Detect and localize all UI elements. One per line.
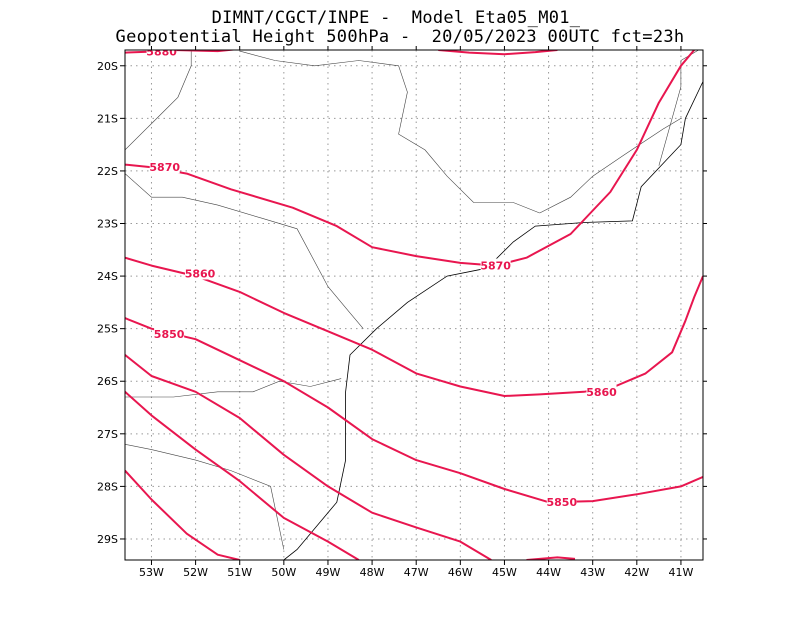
contour-line bbox=[125, 354, 492, 560]
contour-line bbox=[125, 50, 239, 54]
contour-label: 5870 bbox=[480, 260, 511, 273]
contour-label: 5850 bbox=[154, 328, 185, 341]
lat-tick-label: 21S bbox=[97, 112, 118, 125]
lon-tick-label: 47W bbox=[404, 566, 429, 579]
contour-label-bg bbox=[154, 326, 185, 340]
contour-label-bg bbox=[149, 160, 180, 174]
lat-tick-label: 25S bbox=[97, 323, 118, 336]
lon-tick-label: 43W bbox=[580, 566, 605, 579]
lat-tick-label: 28S bbox=[97, 480, 118, 493]
state-border bbox=[125, 50, 192, 151]
contour-label-bg bbox=[480, 258, 511, 272]
lat-tick-label: 24S bbox=[97, 270, 118, 283]
contour-line bbox=[438, 50, 558, 56]
lon-tick-label: 42W bbox=[624, 566, 649, 579]
contour-label: 5870 bbox=[149, 161, 180, 174]
contour-line bbox=[125, 256, 703, 397]
contour-label-bg bbox=[586, 384, 617, 398]
title-line-2: Geopotential Height 500hPa - 20/05/2023 … bbox=[115, 27, 685, 47]
coastline bbox=[283, 81, 703, 560]
contour-label-bg bbox=[146, 50, 177, 58]
lat-tick-label: 20S bbox=[97, 60, 118, 73]
lon-tick-label: 48W bbox=[360, 566, 385, 579]
lon-tick-label: 49W bbox=[316, 566, 341, 579]
contour-line bbox=[125, 391, 360, 560]
coastline-layer bbox=[125, 50, 703, 560]
lon-tick-label: 44W bbox=[536, 566, 561, 579]
contour-label: 5850 bbox=[546, 496, 577, 509]
contour-line bbox=[526, 556, 576, 560]
contour-line bbox=[125, 317, 703, 504]
geopotential-contours: 5880 5870 5870 5860 5860 5850 5850 bbox=[125, 46, 703, 560]
state-border bbox=[239, 50, 540, 214]
contour-label-bg bbox=[185, 266, 216, 280]
contour-line bbox=[125, 50, 695, 267]
lon-tick-label: 52W bbox=[183, 566, 208, 579]
lon-tick-label: 50W bbox=[271, 566, 296, 579]
lat-tick-label: 22S bbox=[97, 165, 118, 178]
contour-label: 5880 bbox=[146, 46, 177, 59]
lon-tick-label: 53W bbox=[139, 566, 164, 579]
state-border bbox=[125, 378, 342, 398]
lon-tick-label: 46W bbox=[448, 566, 473, 579]
state-border bbox=[125, 444, 285, 550]
title-line-1: DIMNT/CGCT/INPE - Model Eta05_M01_ bbox=[211, 8, 581, 28]
lon-tick-label: 51W bbox=[227, 566, 252, 579]
state-border bbox=[658, 50, 699, 166]
lat-tick-label: 27S bbox=[97, 428, 118, 441]
lon-tick-label: 41W bbox=[669, 566, 694, 579]
contour-label-bg bbox=[546, 495, 577, 509]
contour-label: 5860 bbox=[586, 386, 617, 399]
lon-tick-label: 45W bbox=[492, 566, 517, 579]
plot-frame bbox=[124, 49, 704, 561]
lat-tick-label: 26S bbox=[97, 375, 118, 388]
lat-lon-gridlines bbox=[125, 50, 703, 560]
contour-label: 5860 bbox=[185, 267, 216, 280]
state-border bbox=[125, 173, 364, 329]
state-border bbox=[539, 118, 682, 214]
lat-tick-label: 29S bbox=[97, 533, 118, 546]
contour-line bbox=[125, 469, 240, 560]
axis-ticks: 53W 52W 51W 50W 49W 48W 47W 46W 45W 44W 43W 42W 41W 2… bbox=[97, 46, 707, 579]
lat-tick-label: 23S bbox=[97, 218, 118, 231]
